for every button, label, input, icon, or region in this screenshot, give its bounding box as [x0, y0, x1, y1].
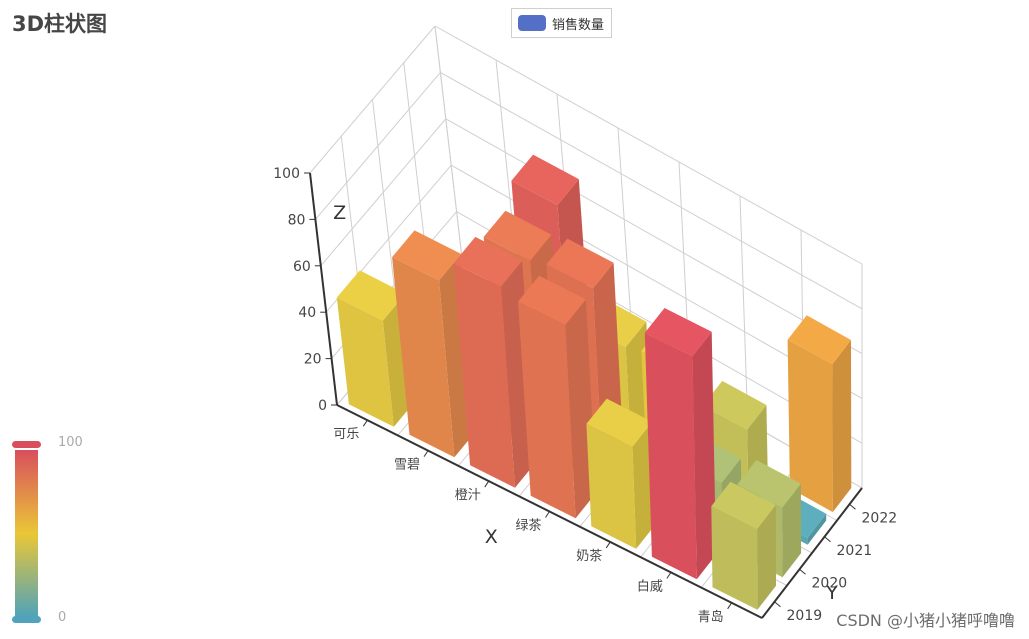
y-tick-label: 2019 [787, 608, 823, 624]
bar-front-face [392, 257, 455, 458]
y-axis-line [761, 487, 863, 619]
y-tick [849, 503, 856, 510]
z-tick-label: 0 [318, 398, 327, 414]
back-wall-gridline [440, 71, 863, 310]
bar-layer [336, 154, 852, 610]
x-tick-label: 橙汁 [455, 488, 481, 503]
z-axis-name: Z [333, 202, 346, 224]
bar-front-face [336, 297, 394, 427]
x-tick-label: 绿茶 [515, 518, 541, 534]
bar [644, 308, 716, 580]
legend[interactable]: 销售数量 [511, 8, 613, 38]
visual-map-bar [15, 450, 38, 617]
x-tick [362, 419, 368, 427]
visual-map-max-label: 100 [58, 435, 83, 450]
bar [518, 275, 597, 519]
side-wall-gridline [320, 118, 447, 267]
bar-front-face [711, 506, 758, 610]
bar-top-face [483, 210, 552, 261]
bar-top-face [702, 380, 767, 430]
x-tick [666, 572, 672, 579]
bar-front-face [453, 263, 515, 488]
x-tick [545, 511, 550, 518]
y-tick [799, 568, 806, 575]
visual-map-min-label: 0 [58, 610, 67, 625]
x-tick-label: 奶茶 [576, 548, 602, 564]
x-tick [423, 450, 429, 457]
side-wall-gridline [309, 25, 436, 174]
side-wall-gridline [434, 25, 463, 259]
bar-side-face [807, 513, 827, 545]
side-wall-gridline [315, 72, 441, 220]
chart-title: 3D柱状图 [12, 12, 108, 36]
y-tick-label: 2021 [837, 543, 873, 559]
bar-top-face [711, 481, 776, 530]
bar-top-face [453, 236, 523, 287]
bar-top-face [586, 398, 653, 447]
bar-front-face [586, 423, 637, 549]
visual-map-handle-bottom [12, 616, 41, 623]
visual-map [12, 441, 41, 623]
bar-side-face [782, 483, 802, 578]
z-tick-label: 40 [298, 305, 316, 321]
bar-side-face [832, 340, 852, 513]
z-tick-label: 80 [288, 212, 306, 228]
y-tick [824, 536, 831, 543]
bar-top-face [511, 154, 579, 206]
x-tick [484, 480, 490, 488]
y-tick-label: 2020 [812, 575, 848, 591]
z-tick-label: 60 [293, 259, 311, 275]
x-tick-label: 白威 [637, 578, 663, 594]
visual-map-handle-top [12, 441, 41, 448]
y-tick [774, 601, 781, 608]
legend-swatch [518, 15, 546, 31]
bar-top-face [336, 270, 406, 321]
x-tick [605, 541, 611, 549]
z-tick-label: 100 [273, 166, 300, 182]
bar-side-face [692, 331, 716, 580]
bar-top-face [546, 238, 614, 289]
back-wall-gridline [445, 118, 863, 355]
bar-top-face [787, 315, 851, 365]
bar [787, 315, 852, 513]
y-axis-name: Y [825, 582, 838, 604]
bar-top-face [392, 230, 461, 281]
bar [711, 481, 776, 610]
bar [586, 398, 657, 549]
watermark: CSDN @小猪小猪呼噜噜 [836, 611, 1015, 630]
bar-front-face [644, 332, 697, 580]
x-tick-label: 雪碧 [394, 458, 420, 473]
legend-label: 销售数量 [552, 17, 605, 33]
bar-top-face [644, 308, 712, 357]
bar-front-face [518, 301, 576, 519]
x-axis-name: X [485, 526, 498, 548]
bar-side-face [757, 505, 776, 610]
x-tick [727, 602, 733, 610]
y-tick-label: 2022 [862, 510, 898, 526]
z-axis-line [309, 172, 338, 406]
back-wall-gridline [434, 25, 863, 265]
x-tick-label: 可乐 [333, 427, 359, 442]
z-tick-label: 20 [304, 352, 322, 368]
bar-top-face [737, 460, 801, 508]
x-tick-label: 青岛 [698, 609, 724, 625]
bar-front-face [787, 339, 833, 513]
back-wall-gridline [739, 195, 749, 423]
bar-top-face [518, 275, 586, 325]
